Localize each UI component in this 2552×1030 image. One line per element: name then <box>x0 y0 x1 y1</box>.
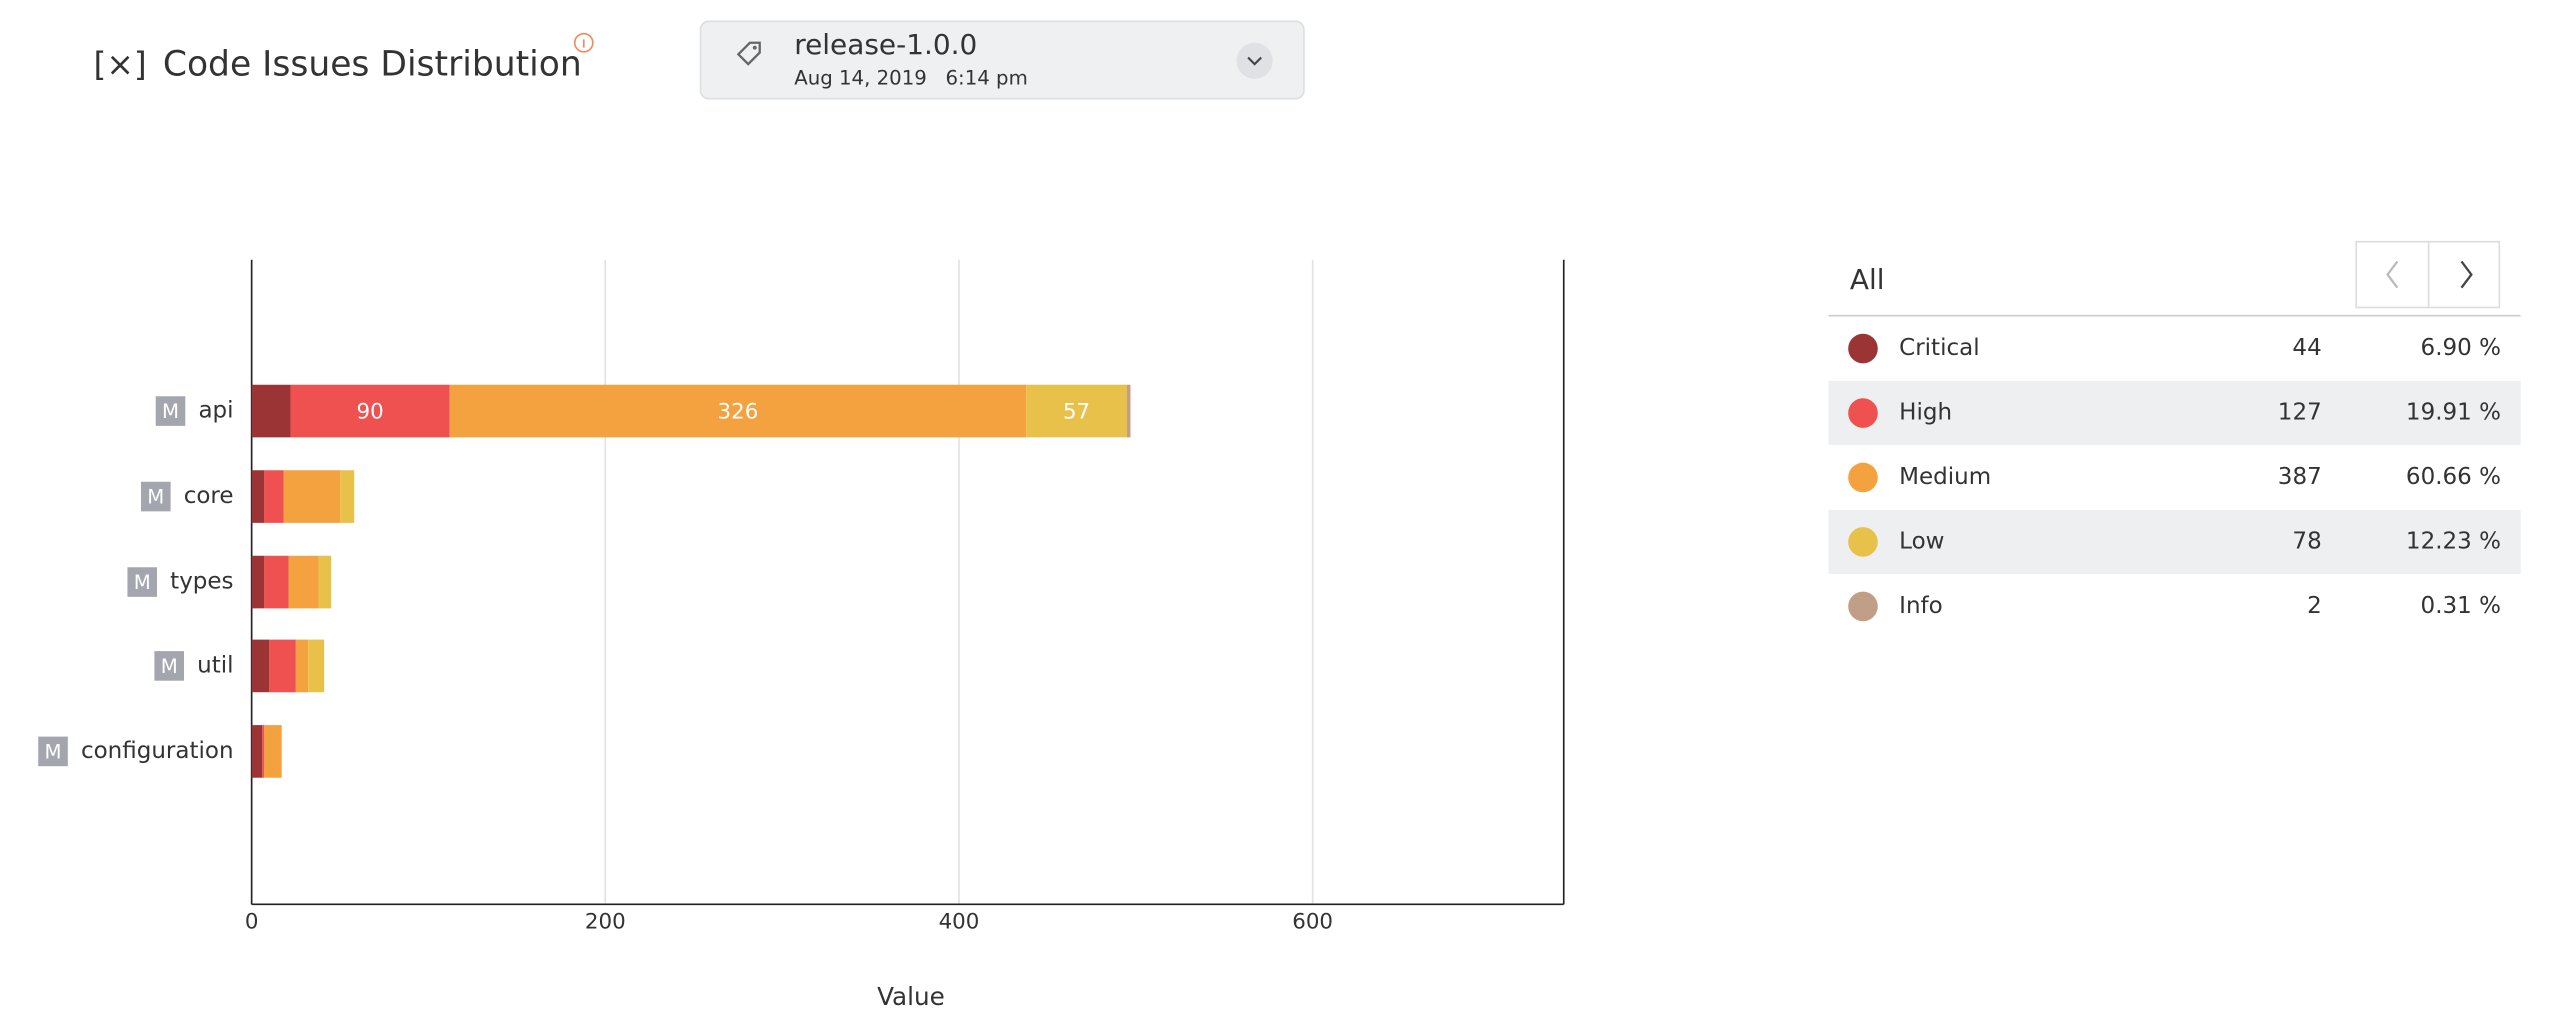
module-badge <box>154 651 185 681</box>
legend-count: 127 <box>2278 400 2322 426</box>
module-badge-text: M <box>45 741 62 764</box>
x-axis-title: Value <box>877 982 945 1011</box>
category-label: api <box>198 398 233 424</box>
bar-segment <box>1026 384 1127 438</box>
bar-segment <box>251 555 265 609</box>
legend-count: 387 <box>2278 464 2322 490</box>
legend-swatch <box>1848 333 1878 364</box>
legend-count: 78 <box>2292 528 2321 554</box>
bar-segment <box>308 639 325 693</box>
widget-icon: [×] <box>94 44 147 83</box>
legend-count: 2 <box>2307 593 2322 619</box>
bar-segment <box>251 384 291 438</box>
legend-count: 44 <box>2292 335 2321 361</box>
module-badge <box>38 736 68 767</box>
widget-title: Code Issues Distribution <box>163 44 582 84</box>
next-button[interactable] <box>2460 260 2473 289</box>
bar-segment <box>264 725 282 778</box>
bar-segment <box>290 384 450 438</box>
bar-segment <box>295 639 309 693</box>
legend-name: Info <box>1899 593 1943 619</box>
release-selector[interactable]: release-1.0.0 Aug 14, 2019 6:14 pm <box>699 20 1305 100</box>
data-label: 90 <box>357 400 384 425</box>
module-badge-text: M <box>161 655 178 678</box>
category-label: util <box>197 652 233 678</box>
legend-percent: 6.90 % <box>2421 335 2501 361</box>
module-badge-text: M <box>147 486 164 509</box>
legend-row-bg <box>1828 380 2521 446</box>
module-badge <box>127 567 158 597</box>
x-tick-label: 600 <box>1292 909 1333 934</box>
bar-segment <box>251 470 265 523</box>
legend-swatch <box>1848 462 1878 493</box>
bar-segment <box>1126 384 1131 438</box>
legend-panel: All Critical 44 6.90 % High 127 19.91 % Medium 3… <box>1828 240 2521 622</box>
tag-hole <box>752 45 757 50</box>
header: [×] Code Issues Distribution release-1.0… <box>94 20 1305 100</box>
bar-segment <box>251 639 270 693</box>
bar-segment <box>262 725 265 778</box>
x-tick-label: 200 <box>585 909 626 934</box>
release-date: Aug 14, 2019 <box>794 66 927 89</box>
legend-title: All <box>1850 263 1885 296</box>
module-badge-text: M <box>134 571 151 594</box>
legend-swatch <box>1848 398 1878 428</box>
bar-segment <box>269 639 296 693</box>
bar-segment <box>251 725 263 778</box>
category-label: configuration <box>81 738 234 764</box>
bar-segment <box>264 555 289 609</box>
x-tick-label: 0 <box>245 909 259 934</box>
bar-segment <box>340 470 355 523</box>
legend-name: High <box>1899 400 1952 426</box>
legend-percent: 0.31 % <box>2421 593 2501 619</box>
module-badge <box>155 396 186 426</box>
prev-button[interactable] <box>2386 260 2399 289</box>
legend-swatch <box>1848 591 1878 622</box>
data-label: 326 <box>718 400 759 425</box>
dropdown-button[interactable] <box>1236 42 1273 79</box>
category-label: core <box>184 483 234 509</box>
legend-row-bg <box>1828 509 2521 575</box>
legend-swatch <box>1848 527 1878 557</box>
module-badge-text: M <box>162 400 179 423</box>
bar-segment <box>288 555 319 609</box>
legend-percent: 60.66 % <box>2406 464 2501 490</box>
info-icon[interactable] <box>573 32 594 53</box>
tag-icon <box>736 41 761 66</box>
legend-name: Critical <box>1899 335 1979 361</box>
legend-name: Medium <box>1899 464 1991 490</box>
release-time: 6:14 pm <box>946 66 1028 89</box>
legend-percent: 12.23 % <box>2406 528 2501 554</box>
module-badge <box>140 481 171 512</box>
category-label: types <box>170 569 233 595</box>
bar-segment <box>264 470 284 523</box>
bar-segment <box>449 384 1027 438</box>
x-tick-label: 400 <box>939 909 980 934</box>
legend-name: Low <box>1899 528 1944 554</box>
bar-segment <box>283 470 341 523</box>
release-name: release-1.0.0 <box>794 28 977 61</box>
legend-percent: 19.91 % <box>2406 400 2501 426</box>
selector-box[interactable] <box>699 20 1305 100</box>
bar-segment <box>318 555 332 609</box>
chevron <box>1247 56 1262 66</box>
data-label: 57 <box>1063 400 1090 425</box>
